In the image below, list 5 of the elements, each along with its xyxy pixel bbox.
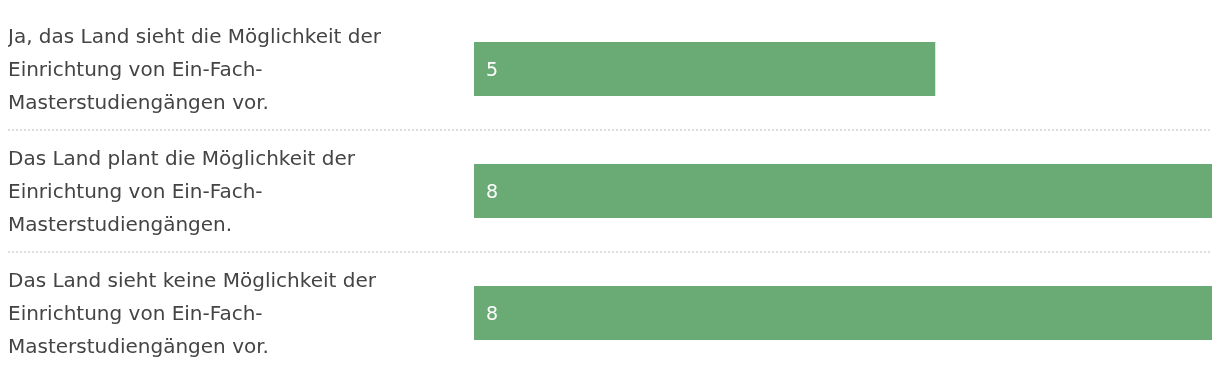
y-tick-label: Das Land plant die Möglichkeit der Einrichtung von Ein-Fach-Masterstudiengängen.	[8, 144, 356, 238]
y-tick-label: Das Land sieht keine Möglichkeit der Einrichtung von Ein-Fach-Masterstudiengängen vor.	[8, 266, 377, 360]
data-label: 8	[486, 179, 499, 202]
data-label: 5	[486, 57, 499, 80]
data-label: 8	[486, 301, 499, 324]
